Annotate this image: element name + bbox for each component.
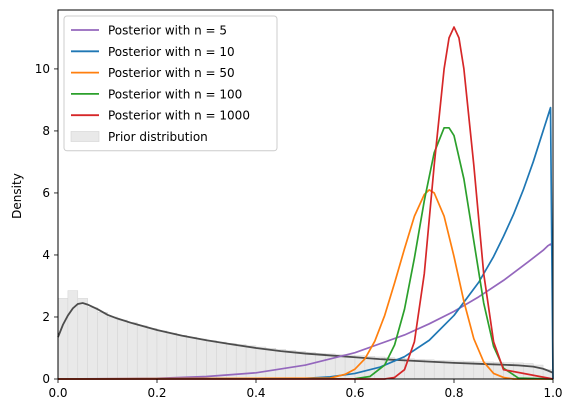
x-tick-label: 0.8 [444, 386, 463, 400]
prior-bar [404, 358, 415, 380]
x-tick-label: 0.4 [246, 386, 265, 400]
legend-label: Posterior with n = 100 [108, 87, 242, 101]
posterior-lines [57, 26, 554, 380]
legend: Posterior with n = 5 Posterior with n = 1… [63, 15, 278, 152]
prior-bar [127, 322, 138, 380]
prior-bar [107, 316, 118, 380]
axes-frame [57, 9, 554, 380]
legend-label: Posterior with n = 1000 [108, 109, 250, 123]
prior-bar [176, 335, 187, 380]
x-tick-label: 0.6 [345, 386, 364, 400]
y-axis: 0 2 4 6 8 10 [35, 62, 58, 386]
x-tick-label: 0.2 [147, 386, 166, 400]
prior-bar [67, 290, 79, 380]
posterior-line-4 [57, 126, 554, 380]
prior-bar [186, 336, 197, 380]
y-tick-label: 8 [42, 124, 50, 138]
legend-label: Posterior with n = 5 [108, 24, 227, 38]
posterior-line-5 [58, 26, 554, 380]
prior-bar [275, 349, 286, 380]
prior-bar [196, 338, 207, 380]
prior-bar [414, 359, 425, 380]
prior-bar [136, 325, 148, 380]
y-tick-label: 2 [42, 310, 50, 324]
legend-swatch [70, 131, 100, 142]
posterior-line-1 [57, 243, 554, 380]
y-tick-label: 0 [42, 372, 50, 386]
x-axis: 0.0 0.2 0.4 0.6 0.8 1.0 [48, 379, 563, 400]
prior-bar [146, 328, 158, 380]
prior-bar [77, 298, 88, 380]
prior-bar [206, 340, 217, 380]
prior-bar [285, 350, 296, 380]
prior-bar [166, 332, 178, 380]
prior-bar [97, 312, 108, 380]
prior-bar [305, 352, 316, 380]
x-tick-label: 1.0 [543, 386, 562, 400]
posterior-line-2 [57, 106, 554, 380]
prior-bar [265, 348, 277, 380]
legend-label: Posterior with n = 10 [108, 45, 235, 59]
legend-label: Prior distribution [108, 130, 208, 144]
prior-bar [255, 346, 267, 380]
y-tick-label: 6 [42, 186, 50, 200]
y-axis-label: Density [10, 173, 24, 219]
prior-bar [117, 319, 128, 380]
x-tick-label: 0.0 [48, 386, 67, 400]
prior-bar [87, 307, 98, 380]
prior-bar [216, 341, 227, 380]
y-tick-label: 10 [35, 62, 50, 76]
y-tick-label: 4 [42, 248, 50, 262]
prior-bar [156, 330, 168, 380]
prior-density-curve [57, 302, 554, 374]
prior-bar [57, 298, 69, 380]
prior-bar [315, 353, 326, 380]
legend-label: Posterior with n = 50 [108, 66, 235, 80]
legend-box [63, 15, 278, 152]
